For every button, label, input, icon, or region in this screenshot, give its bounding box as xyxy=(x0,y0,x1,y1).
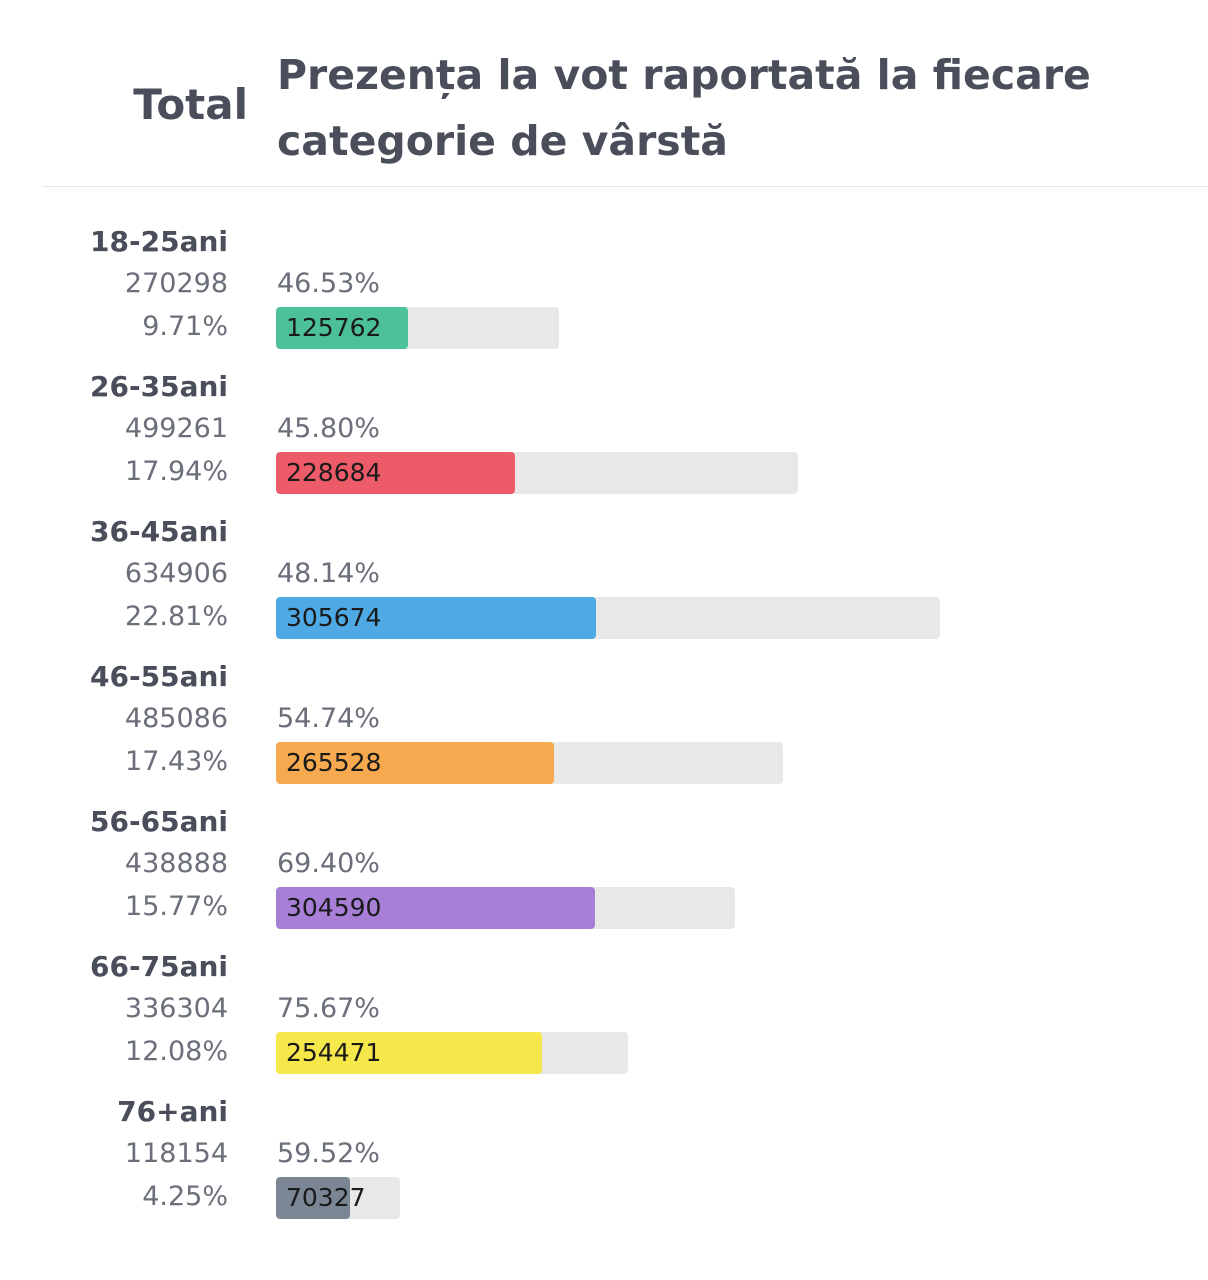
header-divider xyxy=(42,186,1208,187)
age-group-row: 18-25ani 270298 9.71% 46.53% 125762 xyxy=(0,222,1208,367)
voters-count: 70327 xyxy=(286,1183,366,1212)
population-count: 118154 xyxy=(124,1138,228,1169)
population-count: 499261 xyxy=(124,413,228,444)
age-group-row: 66-75ani 336304 12.08% 75.67% 254471 xyxy=(0,947,1208,1092)
turnout-percent: 75.67% xyxy=(277,993,380,1024)
age-group-label: 18-25ani xyxy=(90,225,228,258)
population-share: 12.08% xyxy=(125,1036,228,1067)
population-share: 17.43% xyxy=(125,746,228,777)
population-share: 9.71% xyxy=(142,311,228,342)
age-group-label: 36-45ani xyxy=(90,515,228,548)
age-group-row: 36-45ani 634906 22.81% 48.14% 305674 xyxy=(0,512,1208,657)
population-count: 438888 xyxy=(124,848,228,879)
voters-bar xyxy=(276,307,408,349)
age-group-label: 56-65ani xyxy=(90,805,228,838)
voters-count: 228684 xyxy=(286,458,382,487)
voters-bar xyxy=(276,887,595,929)
age-group-label: 76+ani xyxy=(117,1095,228,1128)
voters-bar xyxy=(276,1032,542,1074)
age-group-label: 26-35ani xyxy=(90,370,228,403)
turnout-percent: 59.52% xyxy=(277,1138,380,1169)
population-bar: 305674 xyxy=(276,597,940,639)
population-bar: 125762 xyxy=(276,307,559,349)
population-bar: 254471 xyxy=(276,1032,628,1074)
population-share: 17.94% xyxy=(125,456,228,487)
voters-count: 254471 xyxy=(286,1038,382,1067)
age-group-row: 76+ani 118154 4.25% 59.52% 70327 xyxy=(0,1092,1208,1237)
total-column-label: Total xyxy=(133,80,248,129)
voters-bar xyxy=(276,1177,350,1219)
population-bar: 304590 xyxy=(276,887,735,929)
voters-bar xyxy=(276,742,554,784)
population-share: 22.81% xyxy=(125,601,228,632)
voters-count: 125762 xyxy=(286,313,382,342)
voters-count: 305674 xyxy=(286,603,382,632)
age-group-row: 56-65ani 438888 15.77% 69.40% 304590 xyxy=(0,802,1208,947)
voters-bar xyxy=(276,597,596,639)
turnout-percent: 45.80% xyxy=(277,413,380,444)
voters-count: 304590 xyxy=(286,893,382,922)
population-count: 336304 xyxy=(124,993,228,1024)
population-bar: 265528 xyxy=(276,742,783,784)
age-group-label: 46-55ani xyxy=(90,660,228,693)
turnout-percent: 69.40% xyxy=(277,848,380,879)
population-bar: 228684 xyxy=(276,452,798,494)
turnout-percent: 46.53% xyxy=(277,268,380,299)
population-share: 4.25% xyxy=(142,1181,228,1212)
population-count: 634906 xyxy=(124,558,228,589)
voters-bar xyxy=(276,452,515,494)
population-count: 270298 xyxy=(124,268,228,299)
voters-count: 265528 xyxy=(286,748,382,777)
chart-title: Prezența la vot raportată la fiecare cat… xyxy=(277,51,1091,165)
chart-header: Total Prezența la vot raportată la fieca… xyxy=(0,0,1208,187)
population-bar: 70327 xyxy=(276,1177,400,1219)
age-group-row: 46-55ani 485086 17.43% 54.74% 265528 xyxy=(0,657,1208,802)
age-group-label: 66-75ani xyxy=(90,950,228,983)
population-share: 15.77% xyxy=(125,891,228,922)
population-count: 485086 xyxy=(124,703,228,734)
turnout-percent: 54.74% xyxy=(277,703,380,734)
turnout-percent: 48.14% xyxy=(277,558,380,589)
age-group-row: 26-35ani 499261 17.94% 45.80% 228684 xyxy=(0,367,1208,512)
